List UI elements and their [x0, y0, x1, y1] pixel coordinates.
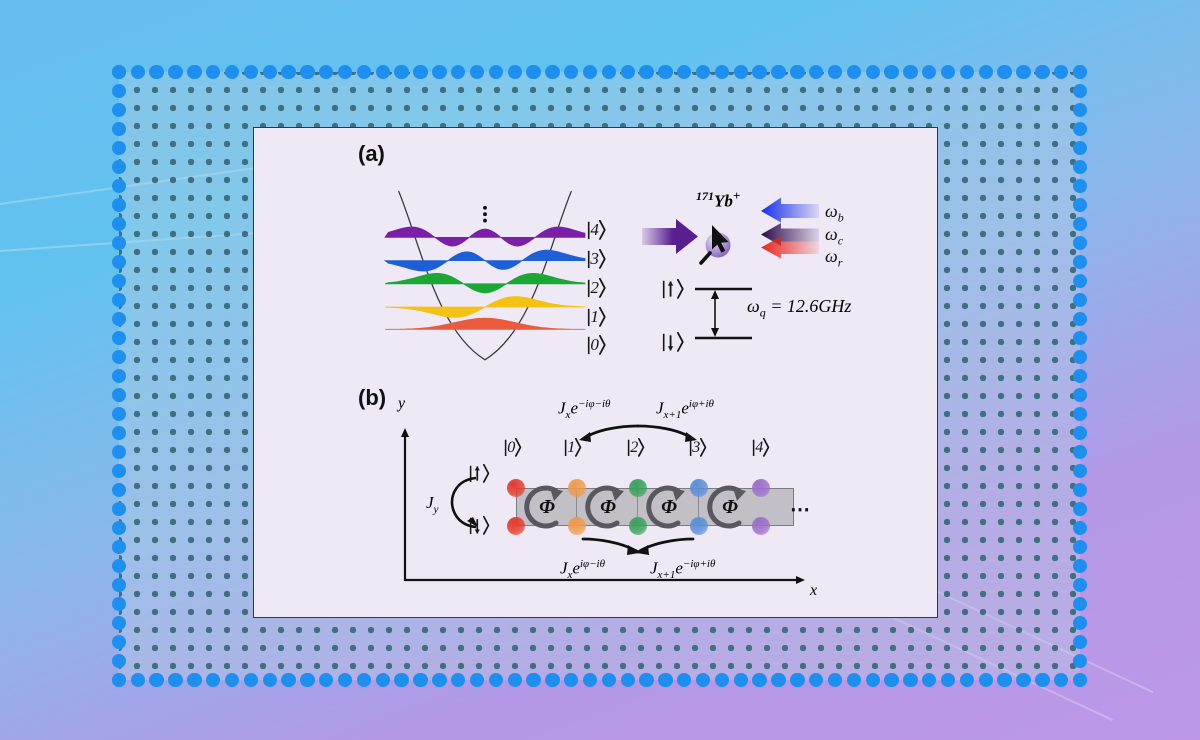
- svg-text:Φ: Φ: [722, 496, 738, 518]
- svg-text:Φ: Φ: [539, 496, 555, 518]
- svg-text:Φ: Φ: [600, 496, 616, 518]
- svg-text:Φ: Φ: [661, 496, 677, 518]
